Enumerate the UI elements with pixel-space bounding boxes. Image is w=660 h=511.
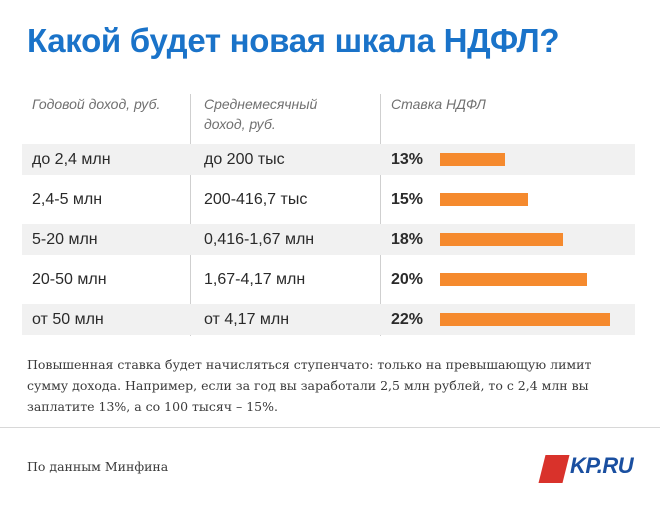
footnote: Повышенная ставка будет начисляться ступ… xyxy=(27,357,592,414)
rate-bar xyxy=(440,153,506,166)
annual-income-cell: от 50 млн xyxy=(32,311,104,328)
annual-income-cell: 2,4-5 млн xyxy=(32,191,103,208)
kp-logo: KP.RU xyxy=(538,447,634,491)
divider xyxy=(0,427,660,428)
rate-label: 22% xyxy=(391,311,424,328)
logo-text: KP.RU xyxy=(570,453,634,478)
chart-title: Какой будет новая шкала НДФЛ? xyxy=(27,22,560,59)
annual-income-cell: 20-50 млн xyxy=(32,271,107,288)
table-row: от 50 млн от 4,17 млн 22% xyxy=(22,304,635,335)
bar-track xyxy=(440,273,620,286)
annual-income-cell: до 2,4 млн xyxy=(32,151,111,168)
rate-label: 13% xyxy=(391,151,424,168)
column-header-monthly-income: Среднемесячный доход, руб. xyxy=(204,96,318,132)
rate-label: 20% xyxy=(391,271,424,288)
monthly-income-cell: от 4,17 млн xyxy=(204,311,290,328)
rate-bar xyxy=(440,273,587,286)
bar-track xyxy=(440,233,620,246)
table-row: 20-50 млн 1,67-4,17 млн 20% xyxy=(22,264,635,295)
rate-bar xyxy=(440,193,529,206)
rate-bar xyxy=(440,313,610,326)
bar-track xyxy=(440,153,620,166)
monthly-income-cell: 0,416-1,67 млн xyxy=(204,231,315,248)
column-header-annual-income: Годовой доход, руб. xyxy=(32,96,161,112)
table-row: 5-20 млн 0,416-1,67 млн 18% xyxy=(22,224,635,255)
source-label: По данным Минфина xyxy=(27,459,169,474)
rate-label: 15% xyxy=(391,191,424,208)
column-divider xyxy=(380,94,381,336)
monthly-income-cell: 1,67-4,17 млн xyxy=(204,271,306,288)
monthly-income-cell: 200-416,7 тыс xyxy=(204,191,308,208)
monthly-income-cell: до 200 тыс xyxy=(204,151,285,168)
column-header-tax-rate: Ставка НДФЛ xyxy=(391,96,486,112)
bar-track xyxy=(440,313,620,326)
rate-label: 18% xyxy=(391,231,424,248)
logo-mark-icon xyxy=(538,455,570,483)
table-row: до 2,4 млн до 200 тыс 13% xyxy=(22,144,635,175)
rate-bar xyxy=(440,233,564,246)
annual-income-cell: 5-20 млн xyxy=(32,231,98,248)
table-row: 2,4-5 млн 200-416,7 тыс 15% xyxy=(22,184,635,215)
column-divider xyxy=(190,94,191,336)
bar-track xyxy=(440,193,620,206)
